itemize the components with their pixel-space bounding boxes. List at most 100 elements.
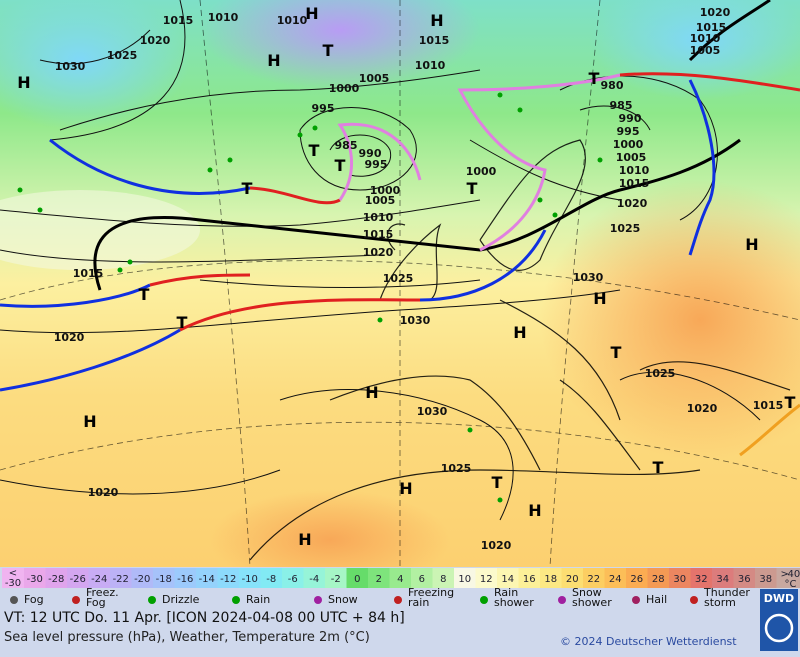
- scale-value: 2: [376, 574, 382, 585]
- scale-value: 16: [523, 574, 536, 585]
- pressure-center: T: [309, 141, 320, 160]
- legend-symbol: [394, 596, 402, 604]
- pressure-center: H: [365, 383, 378, 402]
- scale-value: 30: [673, 574, 686, 585]
- isobar-label: 1020: [363, 246, 394, 259]
- legend-label: Fog: [86, 596, 106, 609]
- legend-label: rain: [408, 596, 429, 609]
- legend-symbol: [632, 596, 640, 604]
- isobar-label: 1020: [700, 6, 731, 19]
- isobar-label: 1015: [163, 14, 194, 27]
- scale-value: -6: [288, 574, 298, 585]
- isobar-label: 1025: [383, 272, 414, 285]
- isobar-label: 1020: [88, 486, 119, 499]
- scale-value: -24: [91, 574, 107, 585]
- isobar-label: 985: [335, 139, 358, 152]
- isobar-label: 995: [617, 125, 640, 138]
- scale-value: -20: [134, 574, 150, 585]
- scale-value: -8: [266, 574, 276, 585]
- isobar-label: 1005: [359, 72, 390, 85]
- isobar-label: 1030: [417, 405, 448, 418]
- scale-value: -18: [156, 574, 172, 585]
- scale-value: -14: [199, 574, 215, 585]
- isobar-label: 1010: [619, 164, 650, 177]
- scale-below-value: -30: [5, 578, 21, 589]
- scale-value: 14: [501, 574, 514, 585]
- isobar-label: 1020: [481, 539, 512, 552]
- isobar-label: 1000: [613, 138, 644, 151]
- scale-value: 22: [587, 574, 600, 585]
- isobar-label: 990: [619, 112, 642, 125]
- scale-value: -30: [27, 574, 43, 585]
- scale-value: 0: [354, 574, 360, 585]
- pressure-center: H: [267, 51, 280, 70]
- legend-label: storm: [704, 596, 736, 609]
- copyright: © 2024 Deutscher Wetterdienst: [560, 635, 737, 648]
- isobar-label: 1030: [400, 314, 431, 327]
- isobar-label: 1025: [107, 49, 138, 62]
- scale-value: 20: [566, 574, 579, 585]
- pressure-center: H: [528, 501, 541, 520]
- isobar-label: 1005: [365, 194, 396, 207]
- pressure-center: H: [17, 73, 30, 92]
- pressure-center: H: [83, 412, 96, 431]
- scale-value: 4: [397, 574, 403, 585]
- isobar-label: 1010: [208, 11, 239, 24]
- valid-time: VT: 12 UTC Do. 11 Apr. [ICON 2024-04-08 …: [4, 610, 405, 626]
- pressure-center: T: [589, 69, 600, 88]
- scale-value: -26: [70, 574, 86, 585]
- scale-value: 24: [609, 574, 622, 585]
- isobar-label: 1000: [466, 165, 497, 178]
- legend-label: shower: [572, 596, 612, 609]
- scale-value: 26: [630, 574, 643, 585]
- scale-unit: °C: [785, 579, 797, 590]
- isobar-label: 1015: [753, 399, 784, 412]
- scale-value: 18: [544, 574, 557, 585]
- isobar-label: 995: [312, 102, 335, 115]
- isobar-label: 1005: [690, 44, 721, 57]
- isobar-label: 985: [610, 99, 633, 112]
- scale-value: 38: [759, 574, 772, 585]
- pressure-center: H: [430, 11, 443, 30]
- isobar-label: 1025: [610, 222, 641, 235]
- isobar-label: 1025: [441, 462, 472, 475]
- legend-symbol: [480, 596, 488, 604]
- pressure-center: H: [593, 289, 606, 308]
- scale-value: 10: [458, 574, 471, 585]
- isobar-label: 1015: [619, 177, 650, 190]
- legend-label: shower: [494, 596, 534, 609]
- isobar-label: 1020: [687, 402, 718, 415]
- scale-value: -16: [177, 574, 193, 585]
- isobar-label: 995: [365, 158, 388, 171]
- isobar-label: 980: [601, 79, 624, 92]
- pressure-center: T: [492, 473, 503, 492]
- legend-symbol: [558, 596, 566, 604]
- isobar-label: 1005: [616, 151, 647, 164]
- pressure-center: H: [298, 530, 311, 549]
- pressure-center: T: [785, 393, 796, 412]
- pressure-center: H: [399, 479, 412, 498]
- legend-symbol: [690, 596, 698, 604]
- isobar-label: 1000: [329, 82, 360, 95]
- scale-value: 36: [738, 574, 751, 585]
- isobar-label: 1020: [140, 34, 171, 47]
- scale-value: -4: [309, 574, 319, 585]
- legend-symbol: [148, 596, 156, 604]
- isobar-label: 1020: [617, 197, 648, 210]
- legend-label: Fog: [24, 593, 44, 606]
- legend-symbol: [72, 596, 80, 604]
- legend-symbol: [314, 596, 322, 604]
- pressure-center: T: [242, 179, 253, 198]
- isobar-label: 1015: [73, 267, 104, 280]
- pressure-center: T: [611, 343, 622, 362]
- scale-value: 28: [652, 574, 665, 585]
- pressure-center: H: [305, 4, 318, 23]
- legend-symbol: [10, 596, 18, 604]
- pressure-center: T: [467, 179, 478, 198]
- scale-value: -28: [48, 574, 64, 585]
- description: Sea level pressure (hPa), Weather, Tempe…: [4, 630, 370, 645]
- isobar-label: 1015: [419, 34, 450, 47]
- scale-value: -10: [242, 574, 258, 585]
